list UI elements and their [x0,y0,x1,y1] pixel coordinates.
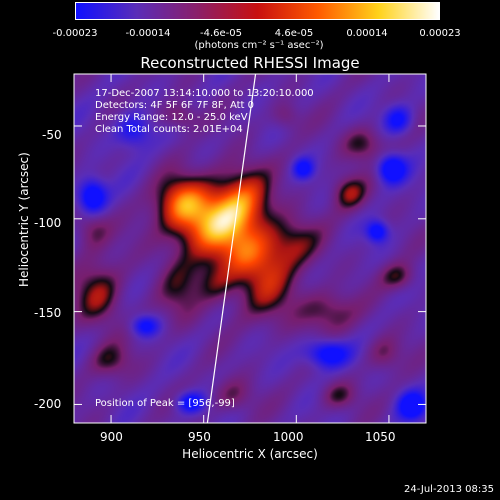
info-detectors: Detectors: 4F 5F 6F 7F 8F, Att 0 [95,100,255,111]
y-tick-label: -50 [42,128,62,142]
x-tick-label: 900 [100,430,123,444]
heatmap-image [74,74,426,423]
colorbar-tick: 0.00014 [346,28,388,39]
image-title: Reconstructed RHESSI Image [140,54,360,72]
x-tick-label: 1050 [365,430,396,444]
peak-position: Position of Peak = [956,-99] [95,398,235,409]
plot-frame [73,73,427,424]
info-time: 17-Dec-2007 13:14:10.000 to 13:20:10.000 [95,88,314,99]
y-ticks [74,125,426,405]
x-tick-label: 950 [188,430,211,444]
colorbar-tick: -4.6e-05 [200,28,242,39]
colorbar-tick: -0.00023 [52,28,98,39]
timestamp: 24-Jul-2013 08:35 [403,484,494,495]
solar-limb-line [206,73,257,424]
y-tick-label: -150 [34,306,62,320]
colorbar-tick: -0.00014 [125,28,171,39]
x-ticks [110,74,390,423]
x-tick-label: 1000 [273,430,304,444]
image-panel [74,74,426,423]
colorbar-unit: (photons cm⁻² s⁻¹ asec⁻²) [194,40,324,51]
y-axis-label: Heliocentric Y (arcsec) [17,152,31,287]
colorbar [75,2,440,20]
y-tick-label: -100 [34,216,62,230]
x-axis-label: Heliocentric X (arcsec) [182,447,318,461]
info-counts: Clean Total counts: 2.01E+04 [95,124,243,135]
colorbar-tick: 0.00023 [419,28,461,39]
y-tick-label: -200 [34,397,62,411]
colorbar-tick: 4.6e-05 [274,28,314,39]
info-energy: Energy Range: 12.0 - 25.0 keV [95,112,248,123]
